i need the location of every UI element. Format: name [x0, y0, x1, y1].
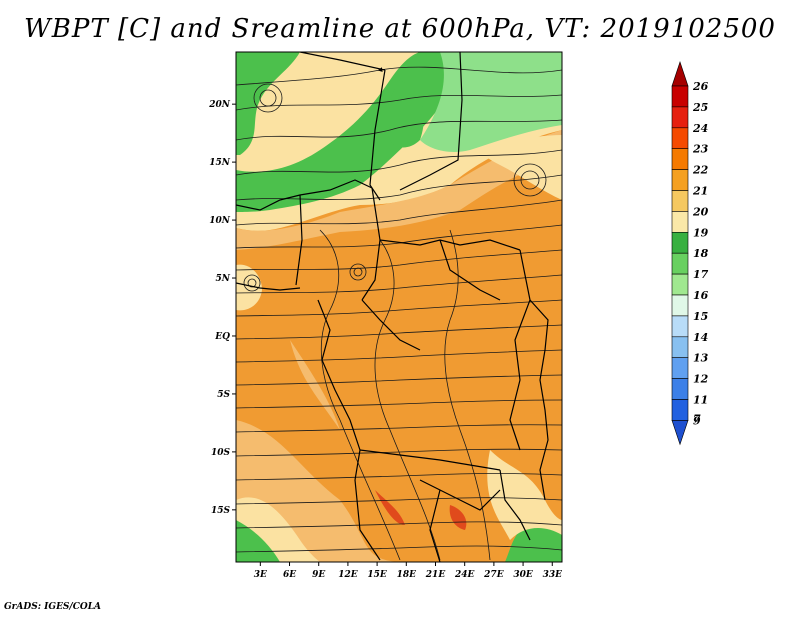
lon-label: 33E	[543, 570, 563, 580]
colorbar-label: 22	[692, 164, 709, 177]
colorbar-label: 11	[693, 394, 708, 407]
lon-label: 15E	[367, 570, 387, 580]
colorbar-label: 23	[692, 143, 709, 156]
lat-label: 5S	[217, 390, 230, 400]
colorbar-segment	[671, 315, 689, 338]
colorbar-segment	[671, 252, 689, 275]
colorbar-segment	[671, 232, 689, 254]
colorbar-segment	[671, 190, 689, 212]
colorbar-label: 17	[693, 268, 709, 281]
lat-label: 20N	[208, 100, 231, 110]
colorbar-segment	[671, 336, 689, 358]
colorbar-segment	[671, 294, 689, 317]
lon-label: 24E	[454, 570, 475, 580]
colorbar-segment	[671, 148, 689, 170]
colorbar-label: 12	[693, 373, 709, 386]
colorbar-bottom-arrow	[671, 420, 689, 446]
latitude-axis: 20N 15N 10N 5N EQ 5S 10S 15S	[208, 100, 236, 516]
lat-label: 5N	[216, 274, 231, 284]
colorbar-label: 18	[693, 247, 709, 260]
field-yellow-southeast	[487, 450, 562, 540]
colorbar-label: 9	[693, 414, 701, 427]
field-red-hotspot-1	[375, 490, 405, 525]
colorbar-label: 25	[692, 101, 708, 114]
colorbar-label: 20	[692, 205, 709, 218]
field-yellow-northeast	[480, 135, 562, 200]
colorbar-segment	[671, 127, 689, 150]
field-green-northwest	[236, 52, 300, 155]
field-red-hotspot-2	[449, 505, 467, 530]
colorbar-label: 14	[693, 331, 708, 344]
colorbar-segment	[671, 169, 689, 191]
lon-label: 3E	[254, 570, 267, 580]
country-borders	[236, 52, 549, 562]
lat-label: 15S	[211, 506, 231, 516]
map-frame	[235, 51, 563, 563]
lon-label: 6E	[283, 570, 296, 580]
colorbar-segment	[671, 106, 689, 129]
colorbar-top-arrow	[671, 61, 689, 87]
colorbar-segment	[671, 85, 689, 108]
colorbar: 26 25 24 23 22 21 20 19 18 17 16 15 14 13 12 11 97	[671, 61, 709, 446]
colorbar-segment	[671, 399, 689, 421]
lat-label: EQ	[214, 332, 230, 342]
colorbar-segment	[671, 378, 689, 400]
lon-label: 27E	[483, 570, 504, 580]
lat-label: 10N	[209, 216, 231, 226]
grads-credit: GrADS: IGES/COLA	[4, 602, 102, 612]
longitude-axis: 3E 6E 9E 12E 15E 18E 21E 24E 27E 30E 33E	[254, 562, 562, 580]
lon-label: 18E	[397, 570, 417, 580]
field-light-orange-north	[236, 130, 562, 250]
lat-label: 10S	[211, 448, 231, 458]
colorbar-label: 19	[693, 226, 709, 239]
colorbar-label: 15	[693, 310, 708, 323]
field-light-orange-middle	[290, 340, 340, 430]
lon-label: 9E	[312, 570, 325, 580]
lon-label: 21E	[425, 570, 446, 580]
colorbar-label: 26	[692, 80, 709, 93]
field-green-northeast	[420, 52, 562, 152]
lon-label: 12E	[338, 570, 358, 580]
chart-title: WBPT [C] and Sreamline at 600hPa, VT: 20…	[24, 14, 776, 44]
colorbar-label: 7	[693, 412, 701, 425]
colorbar-label: 13	[693, 352, 709, 365]
colorbar-segment	[671, 211, 689, 233]
colorbar-label: 21	[692, 185, 708, 198]
colorbar-segment	[671, 273, 689, 296]
field-green-southeast	[505, 524, 562, 562]
colorbar-label: 24	[692, 122, 708, 135]
lon-label: 30E	[513, 570, 533, 580]
lat-label: 15N	[209, 158, 231, 168]
colorbar-label: 16	[693, 289, 709, 302]
field-green-northeast-dark	[385, 80, 424, 148]
colorbar-segment	[671, 357, 689, 379]
